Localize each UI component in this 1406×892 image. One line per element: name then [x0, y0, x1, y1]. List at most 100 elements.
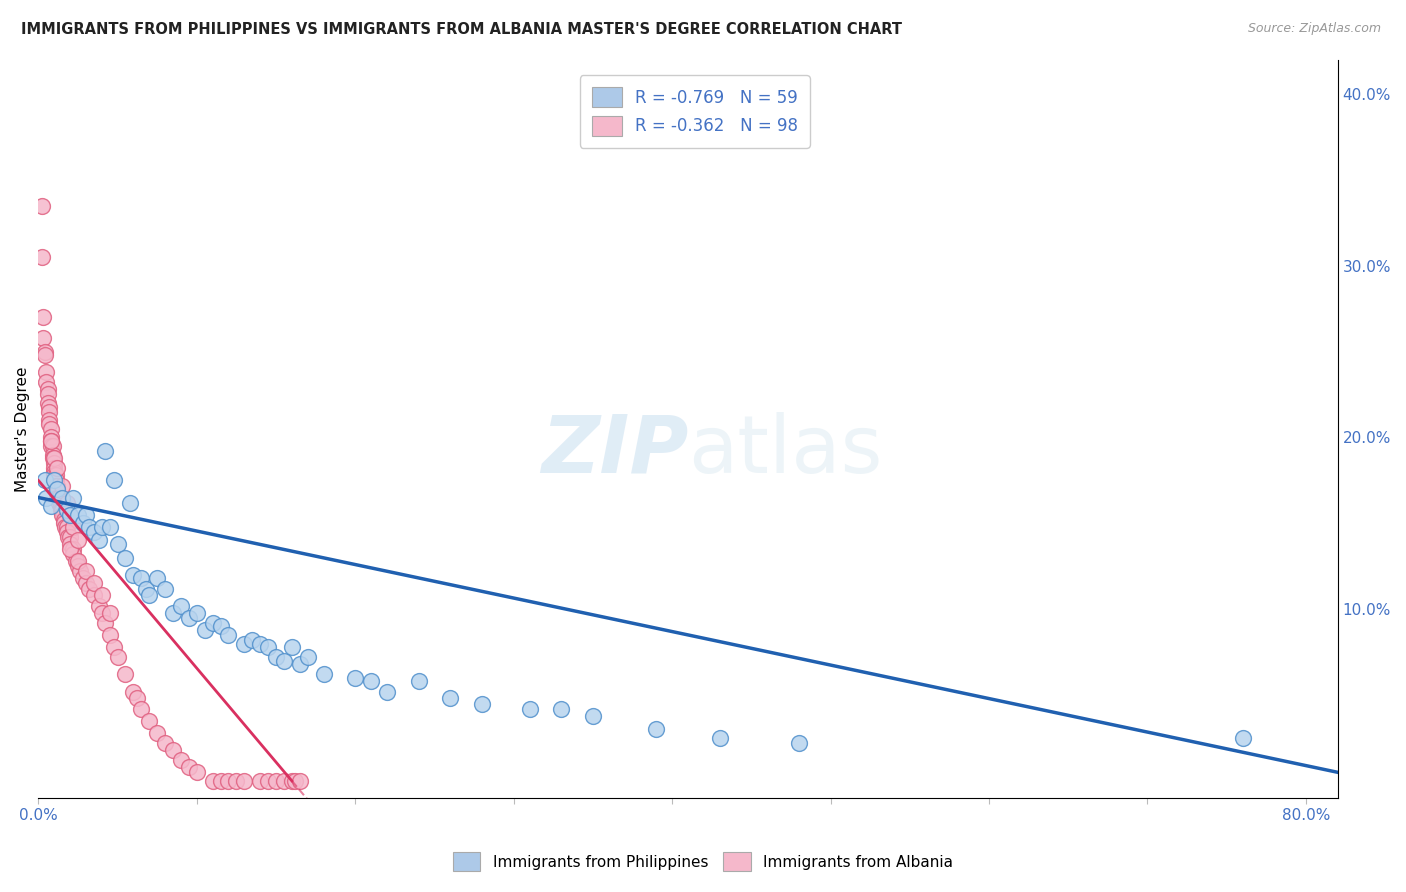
- Point: [34, 348, 56, 362]
- Point: [153, 582, 176, 596]
- Point: [240, 633, 263, 648]
- Point: [41, 448, 63, 462]
- Point: [56, 524, 79, 539]
- Point: [103, 474, 125, 488]
- Point: [146, 726, 169, 740]
- Point: [297, 650, 319, 665]
- Point: [787, 736, 810, 750]
- Point: [45, 474, 67, 488]
- Point: [131, 702, 153, 716]
- Point: [49, 502, 72, 516]
- Point: [153, 736, 176, 750]
- Point: [51, 502, 73, 516]
- Point: [52, 516, 75, 531]
- Point: [122, 684, 145, 698]
- Point: [98, 606, 121, 620]
- Point: [75, 565, 97, 579]
- Point: [48, 491, 70, 505]
- Point: [39, 434, 62, 448]
- Point: [66, 533, 89, 548]
- Point: [39, 430, 62, 444]
- Text: IMMIGRANTS FROM PHILIPPINES VS IMMIGRANTS FROM ALBANIA MASTER'S DEGREE CORRELATI: IMMIGRANTS FROM PHILIPPINES VS IMMIGRANT…: [21, 22, 903, 37]
- Point: [98, 519, 121, 533]
- Point: [201, 773, 224, 788]
- Point: [39, 499, 62, 513]
- Point: [170, 753, 193, 767]
- Point: [87, 533, 110, 548]
- Point: [87, 599, 110, 613]
- Point: [44, 461, 66, 475]
- Point: [281, 773, 304, 788]
- Point: [209, 619, 232, 633]
- Point: [186, 765, 208, 780]
- Point: [218, 773, 240, 788]
- Point: [48, 496, 70, 510]
- Point: [56, 502, 79, 516]
- Point: [408, 674, 430, 689]
- Point: [519, 702, 541, 716]
- Point: [177, 611, 200, 625]
- Point: [344, 671, 367, 685]
- Point: [225, 773, 247, 788]
- Point: [75, 576, 97, 591]
- Point: [38, 400, 60, 414]
- Y-axis label: Master's Degree: Master's Degree: [15, 366, 30, 491]
- Point: [120, 496, 142, 510]
- Point: [72, 516, 94, 531]
- Point: [31, 198, 53, 212]
- Point: [75, 508, 97, 522]
- Point: [94, 444, 117, 458]
- Point: [35, 365, 58, 379]
- Point: [550, 702, 572, 716]
- Point: [37, 387, 59, 401]
- Point: [32, 331, 55, 345]
- Point: [114, 550, 136, 565]
- Point: [46, 491, 69, 505]
- Point: [44, 465, 66, 479]
- Point: [264, 650, 287, 665]
- Point: [162, 606, 184, 620]
- Point: [51, 478, 73, 492]
- Point: [56, 496, 79, 510]
- Point: [83, 589, 105, 603]
- Point: [257, 773, 280, 788]
- Point: [83, 576, 105, 591]
- Point: [312, 667, 335, 681]
- Point: [122, 567, 145, 582]
- Point: [37, 382, 59, 396]
- Point: [34, 344, 56, 359]
- Point: [53, 519, 76, 533]
- Point: [44, 456, 66, 470]
- Point: [44, 468, 66, 483]
- Point: [59, 537, 82, 551]
- Point: [31, 250, 53, 264]
- Point: [162, 743, 184, 757]
- Point: [46, 461, 69, 475]
- Point: [59, 530, 82, 544]
- Point: [45, 478, 67, 492]
- Point: [107, 537, 129, 551]
- Point: [170, 599, 193, 613]
- Point: [39, 439, 62, 453]
- Point: [51, 508, 73, 522]
- Point: [218, 628, 240, 642]
- Point: [249, 773, 271, 788]
- Point: [98, 628, 121, 642]
- Point: [582, 708, 605, 723]
- Point: [209, 773, 232, 788]
- Point: [709, 731, 731, 745]
- Point: [360, 674, 382, 689]
- Point: [44, 450, 66, 465]
- Point: [46, 482, 69, 496]
- Point: [69, 565, 91, 579]
- Point: [107, 650, 129, 665]
- Point: [201, 615, 224, 630]
- Point: [375, 684, 398, 698]
- Point: [45, 468, 67, 483]
- Point: [114, 667, 136, 681]
- Point: [77, 519, 100, 533]
- Point: [32, 310, 55, 325]
- Point: [59, 508, 82, 522]
- Point: [83, 524, 105, 539]
- Text: Source: ZipAtlas.com: Source: ZipAtlas.com: [1247, 22, 1381, 36]
